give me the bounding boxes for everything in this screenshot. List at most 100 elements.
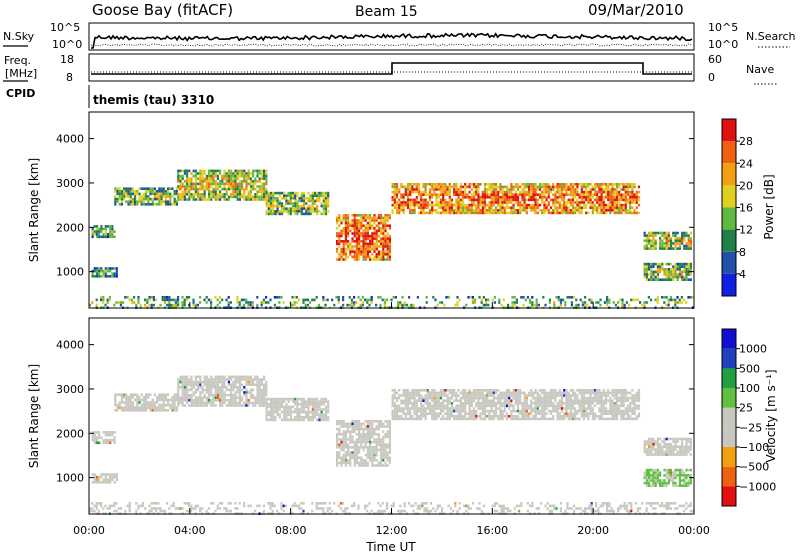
power-cell	[289, 194, 292, 197]
power-cell	[210, 303, 213, 307]
power-cell	[371, 232, 374, 235]
power-cell	[102, 272, 105, 275]
power-cell	[366, 214, 369, 217]
power-cell	[554, 203, 557, 207]
velocity-cell	[413, 404, 416, 408]
power-cell	[450, 206, 454, 209]
velocity-cell	[508, 407, 511, 410]
power-cell	[665, 278, 668, 281]
velocity-cell	[316, 397, 319, 401]
power-cell	[409, 185, 412, 189]
power-cell	[294, 199, 297, 203]
velocity-cell	[377, 420, 380, 423]
power-cell	[377, 258, 380, 261]
power-cell	[676, 239, 679, 243]
power-cell	[322, 194, 325, 197]
velocity-cell	[205, 380, 208, 384]
power-cell	[534, 183, 537, 186]
velocity-cell	[201, 401, 204, 405]
power-cell	[606, 301, 609, 304]
power-cell	[609, 203, 612, 207]
velocity-cell	[448, 407, 451, 410]
power-cell	[355, 229, 358, 233]
power-cell	[643, 268, 646, 271]
velocity-cell	[307, 410, 310, 414]
velocity-cell	[254, 399, 257, 402]
power-cell	[115, 275, 118, 278]
velocity-cell	[442, 402, 445, 405]
power-cell	[98, 227, 101, 231]
velocity-cell	[486, 396, 489, 400]
velocity-cell	[464, 404, 467, 408]
velocity-cell	[391, 417, 394, 421]
freq-unit-label: [MHz]	[5, 67, 37, 80]
power-cell	[667, 244, 670, 248]
power-cell	[665, 296, 668, 299]
power-cell	[342, 253, 345, 256]
power-cell	[422, 190, 425, 194]
power-cell	[216, 198, 219, 201]
velocity-cell	[336, 420, 339, 423]
power-cell	[587, 193, 590, 196]
power-cell	[488, 183, 491, 186]
velocity-cell	[402, 399, 405, 402]
velocity-cell	[459, 404, 462, 408]
power-cell	[336, 221, 339, 225]
power-cell	[245, 195, 248, 199]
velocity-cell	[201, 391, 204, 394]
power-cell	[146, 298, 149, 302]
power-cell	[503, 211, 506, 215]
velocity-cell	[380, 420, 383, 423]
power-cell	[656, 278, 659, 281]
power-cell	[656, 262, 659, 266]
power-cell	[591, 209, 594, 212]
power-cell	[516, 196, 520, 199]
velocity-cell	[366, 456, 369, 459]
power-cell	[134, 203, 137, 206]
velocity-cell	[311, 405, 314, 409]
power-cell	[212, 169, 215, 173]
velocity-cell	[358, 451, 361, 454]
power-cell	[665, 234, 668, 237]
power-cell	[672, 273, 675, 276]
velocity-cell	[256, 401, 259, 405]
power-cell	[175, 187, 178, 190]
power-cell	[347, 242, 350, 246]
velocity-cell	[426, 404, 429, 408]
velocity-cell	[160, 406, 163, 409]
velocity-cell	[347, 425, 350, 428]
velocity-cell	[210, 393, 213, 397]
power-cell	[151, 203, 154, 206]
velocity-cell	[415, 407, 418, 410]
power-cell	[364, 247, 367, 251]
velocity-cell	[377, 433, 380, 436]
power-cell	[402, 198, 405, 202]
power-cell	[479, 196, 482, 199]
power-cell	[683, 262, 686, 266]
velocity-cell	[382, 451, 385, 454]
velocity-cell	[358, 425, 361, 428]
power-cell	[243, 174, 246, 178]
velocity-cell	[358, 435, 361, 439]
velocity-cell	[258, 380, 261, 384]
power-cell	[453, 188, 456, 191]
power-cell	[665, 236, 668, 240]
velocity-cell	[380, 464, 383, 467]
power-cell	[486, 193, 489, 196]
velocity-cell	[125, 396, 128, 399]
velocity-cell	[113, 436, 116, 439]
power-cell	[116, 190, 119, 193]
power-cell	[443, 303, 446, 307]
velocity-cell	[492, 389, 495, 392]
power-cell	[384, 214, 387, 217]
power-cell	[336, 232, 339, 235]
velocity-cell	[263, 386, 266, 389]
power-cell	[386, 253, 389, 256]
power-cell	[351, 219, 354, 222]
velocity-cell	[340, 443, 343, 446]
power-cell	[111, 275, 114, 278]
power-cell	[294, 191, 297, 195]
power-cell	[316, 204, 319, 208]
velocity-cell	[188, 388, 191, 392]
velocity-cell	[336, 464, 339, 467]
